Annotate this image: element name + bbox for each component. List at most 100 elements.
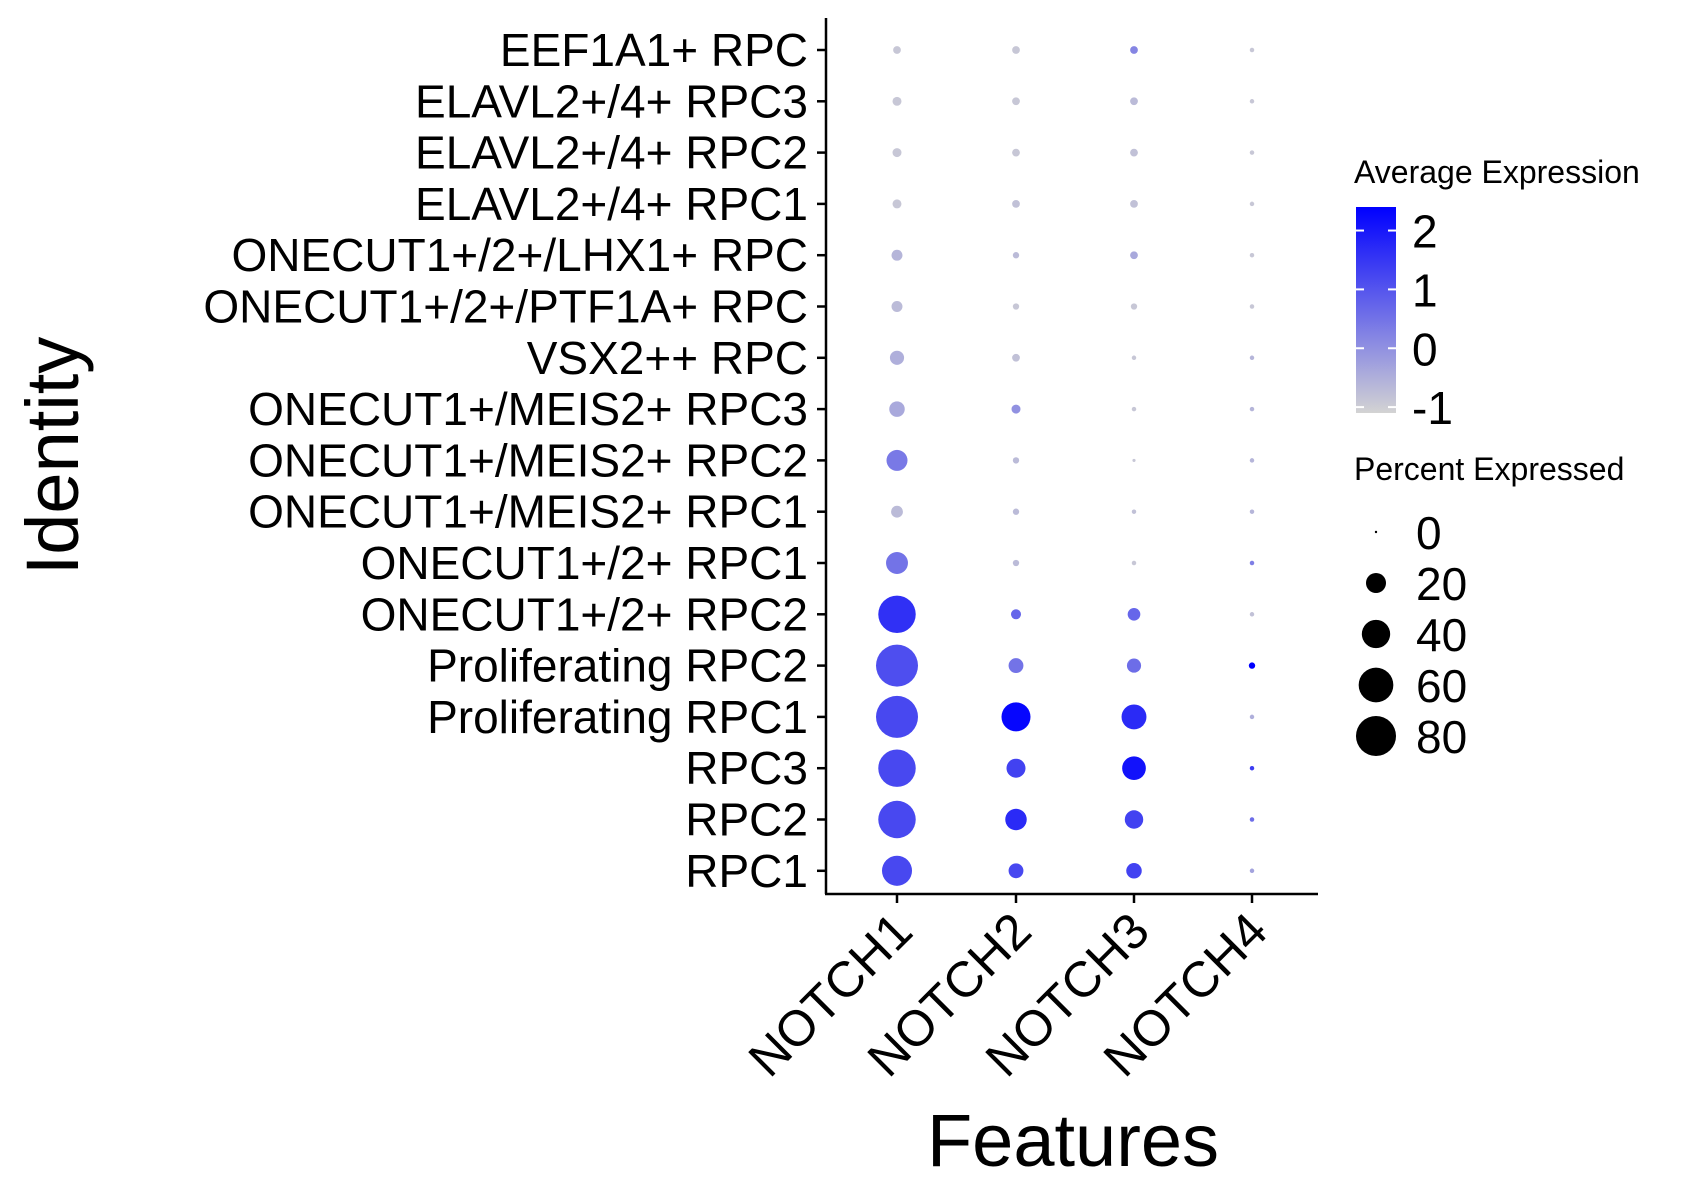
dot <box>1122 756 1146 781</box>
dot <box>1001 702 1031 732</box>
dot <box>1012 559 1020 567</box>
dot <box>1248 662 1256 669</box>
dot <box>876 695 918 738</box>
color-legend-tick-label: 2 <box>1412 206 1438 258</box>
dot <box>1249 99 1255 104</box>
dot <box>1012 353 1020 362</box>
color-legend-title: Average Expression <box>1354 154 1640 190</box>
dot <box>1005 808 1027 831</box>
dot <box>1249 406 1255 412</box>
y-tick-label: ONECUT1+/2+ RPC2 <box>361 588 808 640</box>
dot <box>886 449 908 471</box>
y-axis-title: Identity <box>11 337 94 576</box>
dot <box>1132 458 1136 462</box>
dot <box>1012 252 1020 259</box>
dot <box>1249 47 1255 53</box>
dot <box>1126 863 1142 879</box>
dot <box>1131 355 1137 361</box>
dot <box>1130 200 1138 208</box>
y-tick-label: RPC2 <box>685 794 808 846</box>
dot <box>1130 303 1138 310</box>
size-legend-dot <box>1374 530 1378 534</box>
dot <box>1126 658 1142 673</box>
color-legend: Average Expression 2 1 0 -1 <box>1354 154 1640 434</box>
y-tick-label: ELAVL2+/4+ RPC2 <box>415 127 808 179</box>
x-ticks <box>895 894 1254 903</box>
size-legend-label: 60 <box>1416 660 1467 712</box>
y-tick-label: ONECUT1+/MEIS2+ RPC2 <box>248 434 808 486</box>
dot <box>1249 458 1255 463</box>
size-legend-title: Percent Expressed <box>1354 451 1624 487</box>
dot <box>1012 97 1020 106</box>
color-legend-tick-label: -1 <box>1412 382 1453 434</box>
dot <box>1249 252 1255 258</box>
dot <box>1249 765 1255 771</box>
y-tick-label: ELAVL2+/4+ RPC3 <box>415 75 808 127</box>
dot <box>1008 658 1024 674</box>
dot <box>1008 863 1024 879</box>
size-legend-label: 40 <box>1416 609 1467 661</box>
dot <box>1012 508 1020 515</box>
dot <box>1127 607 1141 621</box>
size-legend-label: 20 <box>1416 558 1467 610</box>
dot <box>892 148 902 158</box>
dot <box>1012 303 1020 310</box>
y-tick-label: Proliferating RPC1 <box>427 691 808 743</box>
dot <box>878 800 916 839</box>
dot <box>892 199 902 209</box>
dot <box>1130 251 1138 260</box>
size-legend-dot <box>1365 572 1387 594</box>
dot <box>1011 404 1021 414</box>
dot <box>891 505 903 518</box>
dot <box>878 749 916 787</box>
y-tick-label: ONECUT1+/2+ RPC1 <box>361 537 808 589</box>
dot <box>1012 148 1020 157</box>
dot <box>1131 509 1137 514</box>
size-legend-label: 80 <box>1416 711 1467 763</box>
dot <box>891 249 903 261</box>
dot <box>1130 97 1138 106</box>
dot <box>1249 201 1255 207</box>
size-legend-dot <box>1355 715 1397 757</box>
dot <box>1249 355 1255 361</box>
size-legend-dot <box>1358 667 1394 703</box>
dot <box>1249 509 1255 514</box>
y-tick-label: ONECUT1+/MEIS2+ RPC1 <box>248 486 808 538</box>
dot <box>1010 609 1022 620</box>
size-legend-dot <box>1361 619 1391 649</box>
dot <box>889 350 905 365</box>
y-tick-label: ONECUT1+/2+/LHX1+ RPC <box>231 229 808 281</box>
y-tick-label: ELAVL2+/4+ RPC1 <box>415 178 808 230</box>
dot <box>1121 704 1147 730</box>
dot <box>889 401 905 417</box>
dot <box>1012 200 1020 208</box>
y-tick-label: VSX2++ RPC <box>527 332 808 384</box>
x-axis-title: Features <box>927 1099 1219 1182</box>
color-legend-tick-label: 0 <box>1412 323 1438 375</box>
color-legend-ticks: 2 1 0 -1 <box>1356 206 1453 434</box>
y-tick-label: EEF1A1+ RPC <box>500 24 808 76</box>
dot <box>1012 46 1020 54</box>
dot <box>1131 406 1137 412</box>
dot <box>1249 817 1255 822</box>
color-legend-tick-label: 1 <box>1412 264 1438 316</box>
dot <box>1124 810 1144 829</box>
y-tick-label: ONECUT1+/2+/PTF1A+ RPC <box>203 281 808 333</box>
y-tick-label: Proliferating RPC2 <box>427 640 808 692</box>
dot <box>1249 304 1255 309</box>
y-tick-label: RPC1 <box>685 845 808 897</box>
size-legend-label: 0 <box>1416 507 1442 559</box>
dot <box>1249 150 1255 155</box>
y-tick-label: ONECUT1+/MEIS2+ RPC3 <box>248 383 808 435</box>
dot <box>876 644 918 687</box>
dot <box>881 855 913 886</box>
dot <box>1012 457 1020 464</box>
dot <box>1131 560 1137 566</box>
dot <box>1130 46 1138 54</box>
dot <box>886 552 908 574</box>
y-ticks <box>817 48 826 873</box>
